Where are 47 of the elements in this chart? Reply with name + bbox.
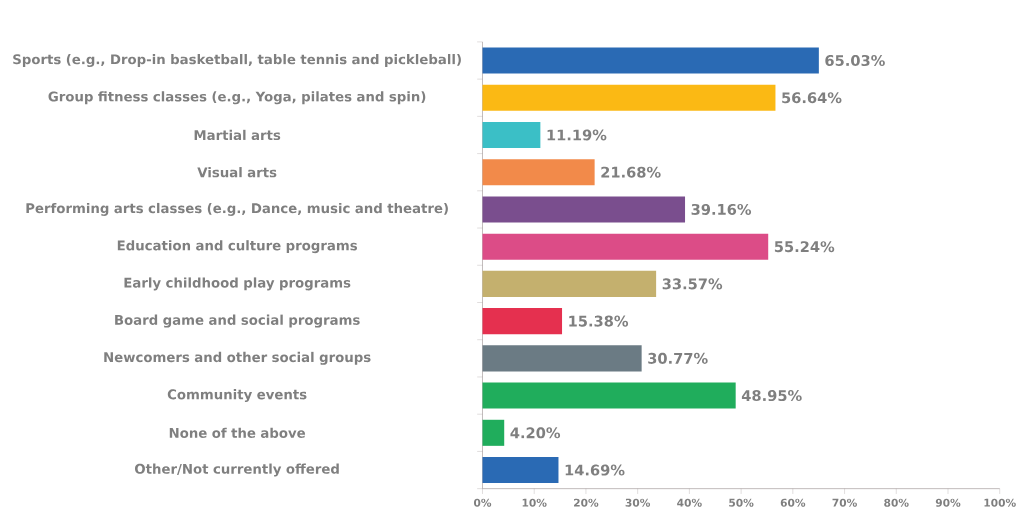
y-tick-label: Board game and social programs <box>115 314 360 328</box>
data-label: 56.64% <box>782 92 842 104</box>
data-label: 39.16% <box>691 204 752 216</box>
bar <box>482 382 736 409</box>
data-label: 65.03% <box>825 55 885 67</box>
data-label: 48.95% <box>741 390 802 402</box>
bar <box>482 233 769 260</box>
data-label: 11.19% <box>547 129 607 141</box>
y-tick-label: Community events <box>167 389 307 403</box>
x-tick-label: 10% <box>522 498 547 507</box>
bar <box>482 271 657 298</box>
data-label: 21.68% <box>601 166 661 178</box>
x-tick-label: 50% <box>729 498 754 507</box>
x-tick-label: 90% <box>935 498 961 507</box>
data-label: 33.57% <box>662 278 723 290</box>
y-tick-label: Martial arts <box>194 130 281 141</box>
x-tick-label: 80% <box>884 498 909 507</box>
bar <box>482 457 559 484</box>
bar <box>482 308 563 335</box>
data-label: 30.77% <box>648 353 708 365</box>
data-label: 55.24% <box>774 241 835 253</box>
y-tick-label: None of the above <box>169 427 306 439</box>
y-tick-label: Early childhood play programs <box>124 277 351 291</box>
y-tick-label: Performing arts classes (e.g., Dance, music and theatre) <box>26 203 448 217</box>
x-tick-label: 60% <box>780 498 806 507</box>
x-tick-label: 20% <box>574 498 599 507</box>
data-label: 14.69% <box>565 464 625 476</box>
bar <box>482 196 686 223</box>
bar <box>482 345 642 372</box>
y-tick-label: Visual arts <box>197 167 277 178</box>
data-label: 4.20% <box>510 427 561 439</box>
bar <box>482 47 819 74</box>
bar <box>482 419 505 447</box>
x-tick-label: 40% <box>677 498 702 507</box>
y-tick-label: Sports (e.g., Drop-in basketball, table tennis and pickleball) <box>13 54 461 68</box>
y-tick-label: Education and culture programs <box>117 240 358 254</box>
x-tick-label: 0% <box>473 498 492 507</box>
x-tick-label: 100% <box>984 498 1016 507</box>
data-label: 15.38% <box>569 315 629 327</box>
y-tick-label: Other/Not currently offered <box>135 463 339 477</box>
x-tick-label: 30% <box>625 498 651 507</box>
y-tick-label: Group fitness classes (e.g., Yoga, pilates and spin) <box>48 91 426 105</box>
x-tick-label: 70% <box>832 498 857 507</box>
y-tick-label: Newcomers and other social groups <box>104 352 371 366</box>
bar <box>482 84 776 111</box>
bar <box>482 159 595 186</box>
bar <box>482 122 541 149</box>
